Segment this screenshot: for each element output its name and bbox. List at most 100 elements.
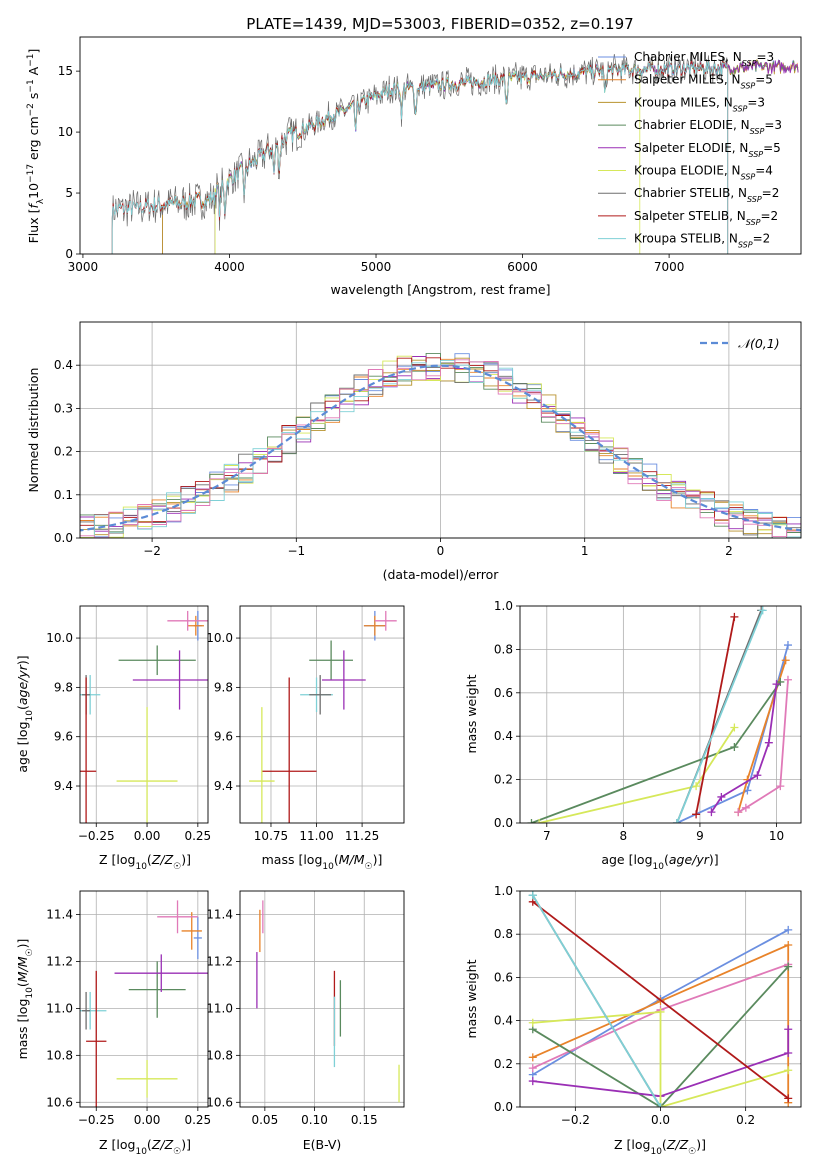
y-tick-label: 11.2: [46, 954, 73, 968]
y-tick-label: 0.0: [494, 816, 513, 830]
y-tick-label: 5: [65, 186, 73, 200]
weight-marker: [784, 1066, 793, 1075]
x-tick-label: 0.00: [134, 1113, 161, 1127]
histogram-step: [80, 359, 801, 538]
label-part: mass [log: [15, 999, 30, 1060]
weight-line: [737, 679, 789, 813]
y-tick-label: 0.6: [494, 686, 513, 700]
legend-entry: Chabrier MILES, NSSP=3: [634, 50, 774, 68]
label-part: 10: [135, 1147, 147, 1157]
legend-entry: Salpeter MILES, NSSP=5: [634, 73, 773, 91]
legend-name: Kroupa STELIB,: [634, 232, 729, 246]
label-part: ]: [26, 49, 41, 54]
mass-vs-ebv-panel: 0.05 0.10 0.15 10.6 10.8 11.0 11.2 11.4 E(B-V): [206, 890, 405, 1152]
y-tick-label: 0.2: [494, 1057, 513, 1071]
y-axis-label: Normed distribution: [26, 368, 41, 493]
residual-histogram-panel: −2 −1 0 1 2 0.0 0.1 0.2 0.3 0.4 𝒩(0,1) (data-model)…: [26, 321, 802, 582]
label-part: (: [662, 1137, 667, 1152]
y-tick-label: 11.2: [206, 954, 233, 968]
legend-entry: Kroupa STELIB, NSSP=2: [634, 232, 770, 250]
x-tick-label: 3000: [68, 260, 99, 274]
y-tick-label: 15: [58, 64, 73, 78]
weight-marker: [758, 606, 767, 615]
x-tick-label: 1: [581, 544, 589, 558]
label-part: age/yr: [669, 852, 710, 867]
y-tick-label: 1.0: [494, 599, 513, 613]
legend-val: =3: [756, 50, 774, 64]
weight-marker: [741, 803, 750, 812]
y-tick-label: 0.3: [54, 401, 73, 415]
label-part: (: [15, 982, 30, 987]
legend-entry: Kroupa ELODIE, NSSP=4: [634, 164, 773, 182]
axes-frame: [79, 605, 209, 824]
y-tick-label: 10.0: [206, 631, 233, 645]
y-tick-label: 0: [65, 247, 73, 261]
y-axis-label: Flux [fλ10−17 erg cm−2 s−1 A−1]: [26, 49, 46, 244]
weight-marker: [692, 782, 701, 791]
y-tick-label: 9.8: [54, 680, 73, 694]
label-part: −1: [26, 79, 36, 92]
weight-marker: [783, 675, 792, 684]
legend-n: N: [737, 209, 746, 223]
weight-marker: [784, 1049, 793, 1057]
plot-area: [111, 52, 799, 254]
x-tick-label: 9: [696, 829, 704, 843]
weight-marker: [784, 1094, 793, 1103]
y-tick-label: 9.6: [214, 730, 233, 744]
weight-marker: [783, 641, 792, 650]
label-part: f: [26, 203, 41, 209]
age-vs-mass-panel: 10.75 11.00 11.25 9.4 9.6 9.8 10.0 mass [log10(…: [206, 605, 405, 872]
y-axis-label: age [log10(age/yr)]: [15, 655, 35, 772]
weight-marker: [753, 771, 762, 780]
weight-marker: [730, 723, 739, 732]
weight-line: [532, 1029, 790, 1098]
x-axis-label: E(B-V): [303, 1137, 342, 1152]
y-tick-label: 0.4: [494, 729, 513, 743]
legend-name: Salpeter STELIB,: [634, 209, 737, 223]
x-tick-label: 0.25: [184, 829, 211, 843]
y-tick-label: 10.0: [46, 631, 73, 645]
weight-line: [695, 616, 736, 815]
label-part: mass [log: [262, 852, 323, 867]
y-tick-label: 10.8: [46, 1048, 73, 1062]
y-tick-label: 0.2: [494, 773, 513, 787]
weight-line: [532, 1011, 789, 1107]
y-tick-label: 10: [58, 125, 73, 139]
legend-entry: Chabrier ELODIE, NSSP=3: [634, 118, 782, 136]
label-part: )]: [709, 852, 719, 867]
legend-val: =4: [755, 164, 773, 178]
spectrum-line: [214, 59, 799, 254]
x-tick-label: 7000: [654, 260, 685, 274]
plot-area: [528, 891, 793, 1107]
legend-sub: SSP: [747, 195, 762, 204]
legend-val: =5: [763, 141, 781, 155]
legend-name: Kroupa MILES,: [634, 95, 724, 109]
weight-marker: [772, 680, 781, 689]
weight-line: [532, 901, 789, 1100]
x-tick-label: 5000: [361, 260, 392, 274]
label-part: (: [15, 705, 30, 710]
plot-area: [80, 352, 801, 538]
axes-frame: [79, 36, 802, 255]
label-part: )]: [15, 655, 30, 665]
y-tick-label: 0.4: [54, 358, 73, 372]
weight-marker: [656, 1007, 665, 1016]
x-axis-label: Z [log10(Z/Z☉)]: [99, 852, 191, 872]
x-tick-label: −1: [287, 544, 305, 558]
weight-marker: [527, 819, 536, 823]
y-tick-label: 11.0: [46, 1001, 73, 1015]
legend-sub: SSP: [746, 217, 761, 226]
x-tick-label: −0.25: [78, 1113, 115, 1127]
legend-n: N: [724, 95, 733, 109]
plot-area: [80, 610, 208, 823]
label-part: Z/Z: [151, 1137, 174, 1152]
legend-n: N: [732, 73, 741, 87]
legend-n: N: [733, 50, 742, 64]
spectrum-line: [214, 59, 799, 254]
x-tick-label: 0.05: [251, 1113, 278, 1127]
spectrum-panel: 3000 4000 5000 6000 7000 0 5 10 15 Chabrier MILES…: [26, 36, 802, 297]
weight-marker: [528, 1053, 537, 1062]
weight-marker: [528, 1064, 537, 1073]
label-part: λ: [36, 198, 46, 204]
label-part: )]: [696, 1137, 706, 1152]
